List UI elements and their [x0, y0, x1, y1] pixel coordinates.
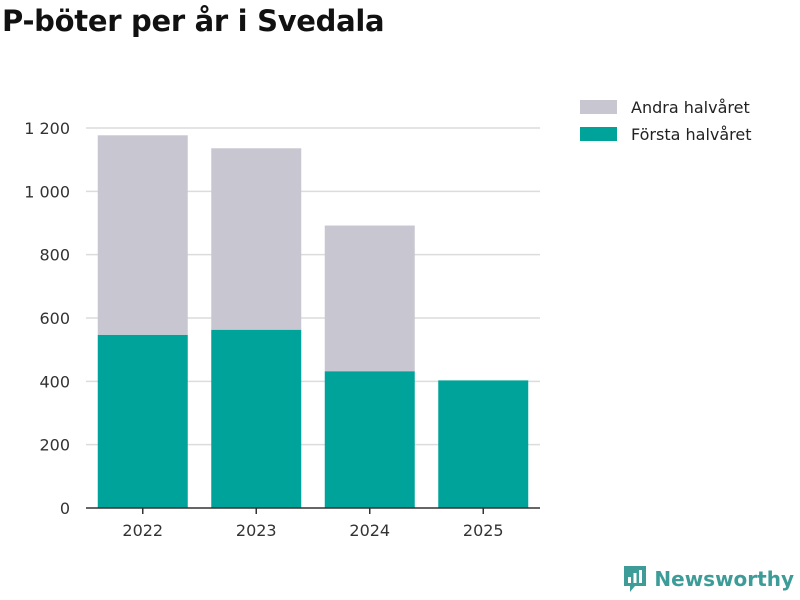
y-tick-label-600: 600 — [39, 309, 70, 328]
y-tick-label-1200: 1 200 — [24, 119, 70, 138]
newsworthy-logo-icon — [624, 566, 647, 592]
x-axis: 2022 2023 2024 2025 — [86, 507, 540, 540]
x-tick-label-2023: 2023 — [236, 521, 277, 540]
bar-2022-andra — [97, 135, 188, 335]
brand-name: Newsworthy — [654, 567, 794, 591]
bar-2023-andra — [211, 148, 302, 330]
x-tick-label-2024: 2024 — [349, 521, 390, 540]
x-tick-label-2025: 2025 — [463, 521, 504, 540]
y-tick-label-200: 200 — [39, 436, 70, 455]
bar-2023-forsta — [211, 329, 302, 508]
y-tick-label-0: 0 — [60, 499, 70, 518]
y-tick-label-1000: 1 000 — [24, 182, 70, 201]
bar-2024-andra — [324, 225, 415, 372]
y-axis: 0 200 400 600 800 1 000 1 200 — [24, 119, 70, 518]
legend: Andra halvåret Första halvåret — [580, 98, 752, 144]
y-tick-label-400: 400 — [39, 372, 70, 391]
bar-2025-forsta — [438, 380, 529, 508]
brand-logo: Newsworthy — [622, 564, 794, 594]
bars — [97, 135, 529, 508]
bar-2024-forsta — [324, 371, 415, 508]
bar-2022-forsta — [97, 334, 188, 508]
chart-title: P-böter per år i Svedala — [2, 4, 385, 38]
legend-swatch-0 — [580, 100, 617, 114]
legend-label-1: Första halvåret — [631, 125, 752, 144]
x-tick-label-2022: 2022 — [122, 521, 163, 540]
legend-label-0: Andra halvåret — [631, 98, 750, 117]
y-tick-label-800: 800 — [39, 246, 70, 265]
legend-swatch-1 — [580, 127, 617, 141]
